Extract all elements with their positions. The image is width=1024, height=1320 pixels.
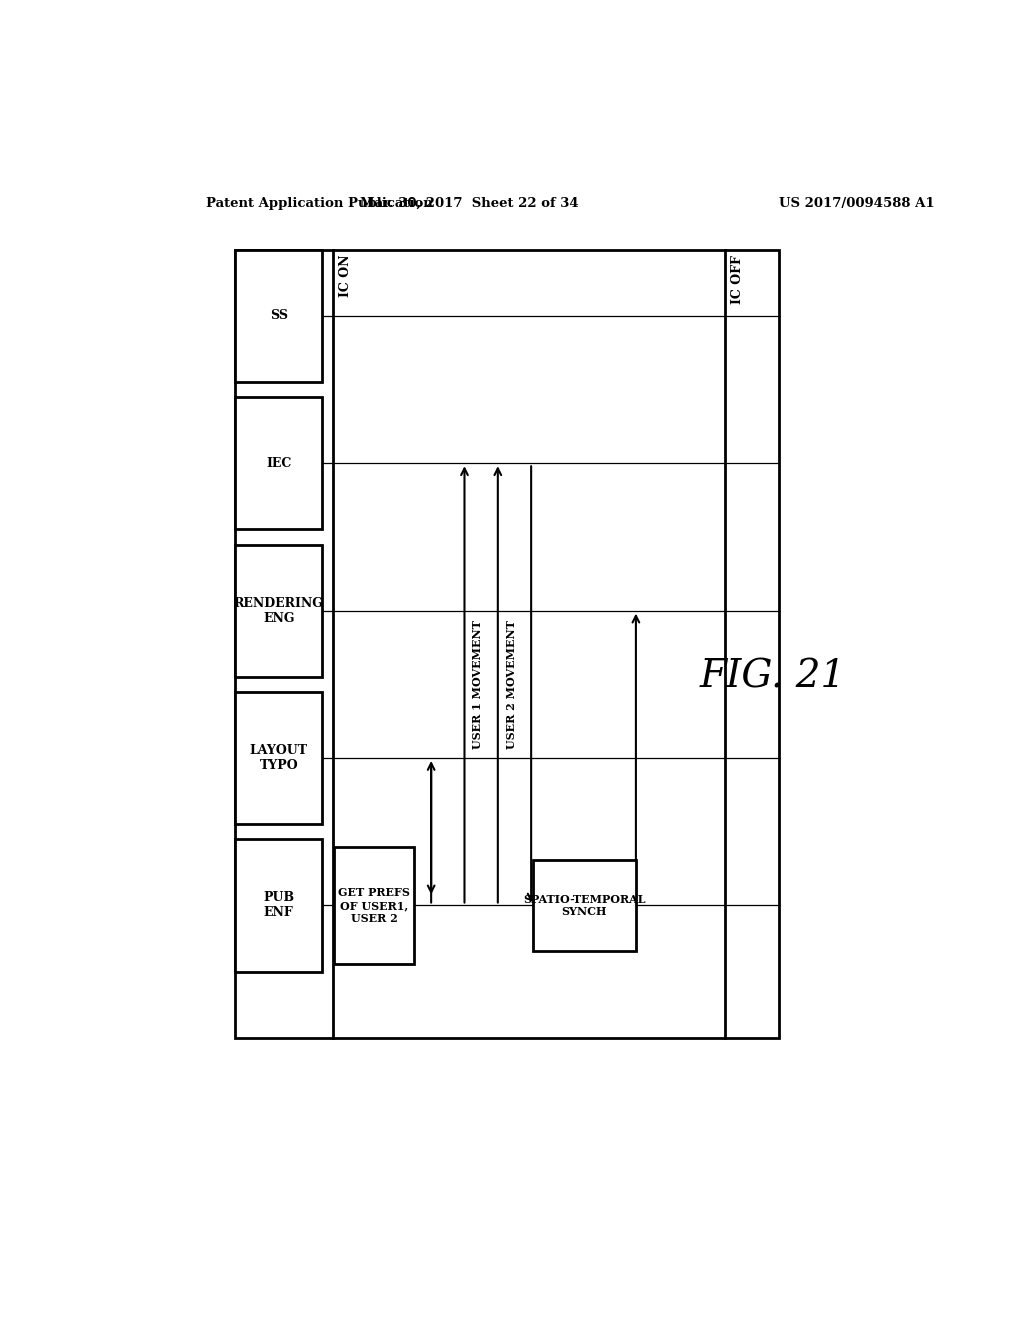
Bar [236, 545, 323, 677]
Bar [236, 249, 323, 381]
Text: Mar. 30, 2017  Sheet 22 of 34: Mar. 30, 2017 Sheet 22 of 34 [359, 197, 579, 210]
Bar [236, 840, 323, 972]
Text: IC ON: IC ON [339, 255, 352, 297]
Text: GET PREFS
OF USER1,
USER 2: GET PREFS OF USER1, USER 2 [338, 887, 410, 924]
Text: FIG. 21: FIG. 21 [699, 659, 846, 696]
Bar [236, 397, 323, 529]
Text: IC OFF: IC OFF [731, 255, 744, 304]
Text: RENDERING
ENG: RENDERING ENG [233, 597, 324, 624]
Text: USER 1 MOVEMENT: USER 1 MOVEMENT [472, 620, 483, 748]
Text: IEC: IEC [266, 457, 292, 470]
Bar [236, 692, 323, 824]
Text: USER 2 MOVEMENT: USER 2 MOVEMENT [506, 620, 517, 748]
Text: Patent Application Publication: Patent Application Publication [206, 197, 432, 210]
Text: PUB
ENF: PUB ENF [263, 891, 294, 920]
Text: SPATIO-TEMPORAL
SYNCH: SPATIO-TEMPORAL SYNCH [523, 894, 645, 917]
Text: US 2017/0094588 A1: US 2017/0094588 A1 [778, 197, 934, 210]
Bar [532, 859, 636, 952]
Bar [236, 249, 778, 1038]
Text: SS: SS [269, 309, 288, 322]
Text: LAYOUT
TYPO: LAYOUT TYPO [250, 744, 308, 772]
Bar [334, 847, 414, 964]
